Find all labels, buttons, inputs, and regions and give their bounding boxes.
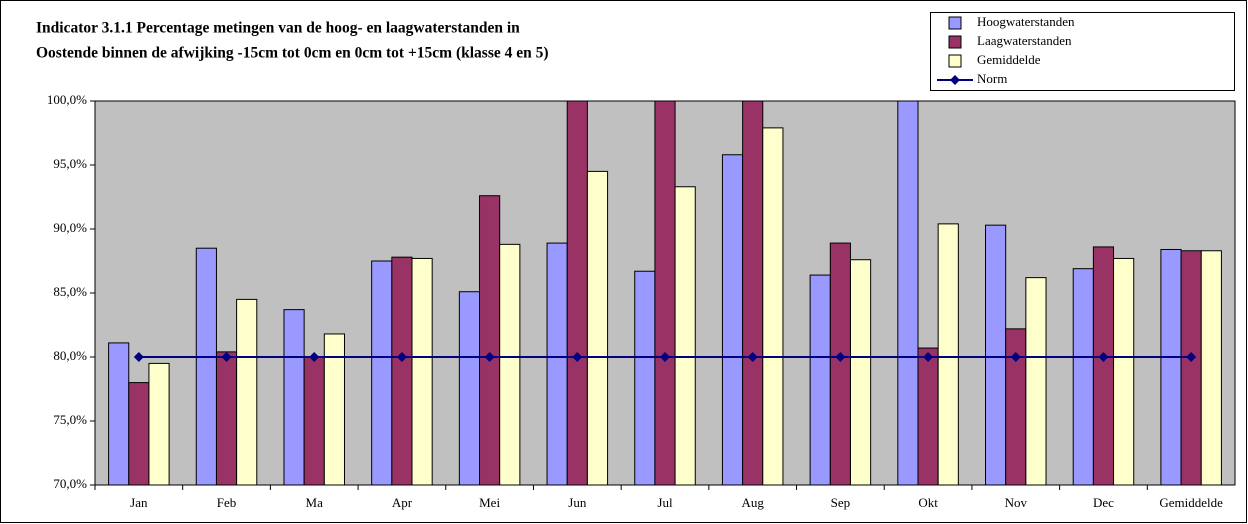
chart-title: Indicator 3.1.1 Percentage metingen van … xyxy=(36,20,520,37)
bar xyxy=(303,356,325,486)
bar xyxy=(1072,268,1094,486)
legend-marker xyxy=(950,75,960,85)
bar xyxy=(128,382,150,486)
y-tick-label: 70,0% xyxy=(53,476,87,491)
legend-label: Laagwaterstanden xyxy=(977,33,1072,48)
bar xyxy=(108,342,130,486)
bar xyxy=(391,256,413,486)
x-tick-label: Sep xyxy=(831,495,851,510)
bar xyxy=(985,224,1007,486)
norm-marker xyxy=(1098,352,1109,362)
norm-marker xyxy=(1186,352,1197,362)
bar xyxy=(742,100,764,486)
bar xyxy=(849,259,872,486)
bar xyxy=(236,298,258,486)
bar xyxy=(1200,250,1222,486)
bar xyxy=(721,154,744,486)
y-tick-label: 85,0% xyxy=(53,284,87,299)
bar xyxy=(283,309,305,486)
bar xyxy=(215,351,238,486)
x-tick-label: Ma xyxy=(306,495,324,510)
bar xyxy=(411,257,433,486)
bar xyxy=(1160,248,1182,486)
legend-label: Hoogwaterstanden xyxy=(977,14,1075,29)
bar xyxy=(1180,250,1202,486)
bar xyxy=(917,347,939,486)
norm-marker xyxy=(923,352,934,362)
bar xyxy=(634,270,656,486)
legend-swatch xyxy=(948,54,962,68)
legend-label: Norm xyxy=(977,71,1007,86)
bar xyxy=(674,186,696,486)
x-tick-label: Jul xyxy=(657,495,673,510)
bar xyxy=(546,242,568,486)
norm-marker xyxy=(835,352,846,362)
bar xyxy=(809,274,831,486)
bar xyxy=(195,247,217,486)
y-tick-label: 100,0% xyxy=(47,92,87,107)
bar xyxy=(479,195,501,486)
bar xyxy=(654,100,676,486)
bar xyxy=(148,362,170,486)
y-tick-label: 80,0% xyxy=(53,348,87,363)
x-tick-label: Jan xyxy=(130,495,148,510)
bar xyxy=(566,100,588,486)
norm-marker xyxy=(396,352,407,362)
norm-marker xyxy=(660,352,670,362)
bar xyxy=(499,243,521,486)
norm-marker xyxy=(484,352,495,362)
norm-marker xyxy=(133,352,144,362)
legend-label: Gemiddelde xyxy=(977,52,1041,67)
bar xyxy=(458,291,481,486)
y-tick-label: 90,0% xyxy=(53,220,87,235)
x-tick-label: Jun xyxy=(568,495,587,510)
x-tick-label: Gemiddelde xyxy=(1159,495,1223,510)
x-tick-label: Okt xyxy=(918,495,938,510)
y-tick-label: 75,0% xyxy=(53,412,87,427)
x-tick-label: Nov xyxy=(1005,495,1028,510)
x-tick-label: Dec xyxy=(1093,495,1114,510)
norm-marker xyxy=(309,352,320,362)
bar xyxy=(371,260,393,486)
legend-swatch xyxy=(948,35,962,49)
x-tick-label: Aug xyxy=(741,495,764,510)
norm-marker xyxy=(221,352,232,362)
bar xyxy=(937,223,959,486)
chart-title: Oostende binnen de afwijking -15cm tot 0… xyxy=(36,45,549,62)
norm-marker xyxy=(747,352,758,362)
bar xyxy=(1113,257,1135,486)
x-tick-label: Feb xyxy=(217,495,237,510)
bar xyxy=(829,242,851,486)
legend-swatch xyxy=(948,16,962,30)
norm-marker xyxy=(1010,352,1021,362)
x-tick-label: Apr xyxy=(392,495,413,510)
bar xyxy=(1092,246,1115,486)
bar xyxy=(762,127,784,486)
bar xyxy=(323,333,345,486)
norm-marker xyxy=(572,352,583,362)
x-tick-label: Mei xyxy=(479,495,500,510)
bar xyxy=(897,100,919,486)
y-tick-label: 95,0% xyxy=(53,156,87,171)
bar xyxy=(1025,277,1047,486)
bar xyxy=(586,170,609,486)
legend-box xyxy=(930,12,1235,91)
